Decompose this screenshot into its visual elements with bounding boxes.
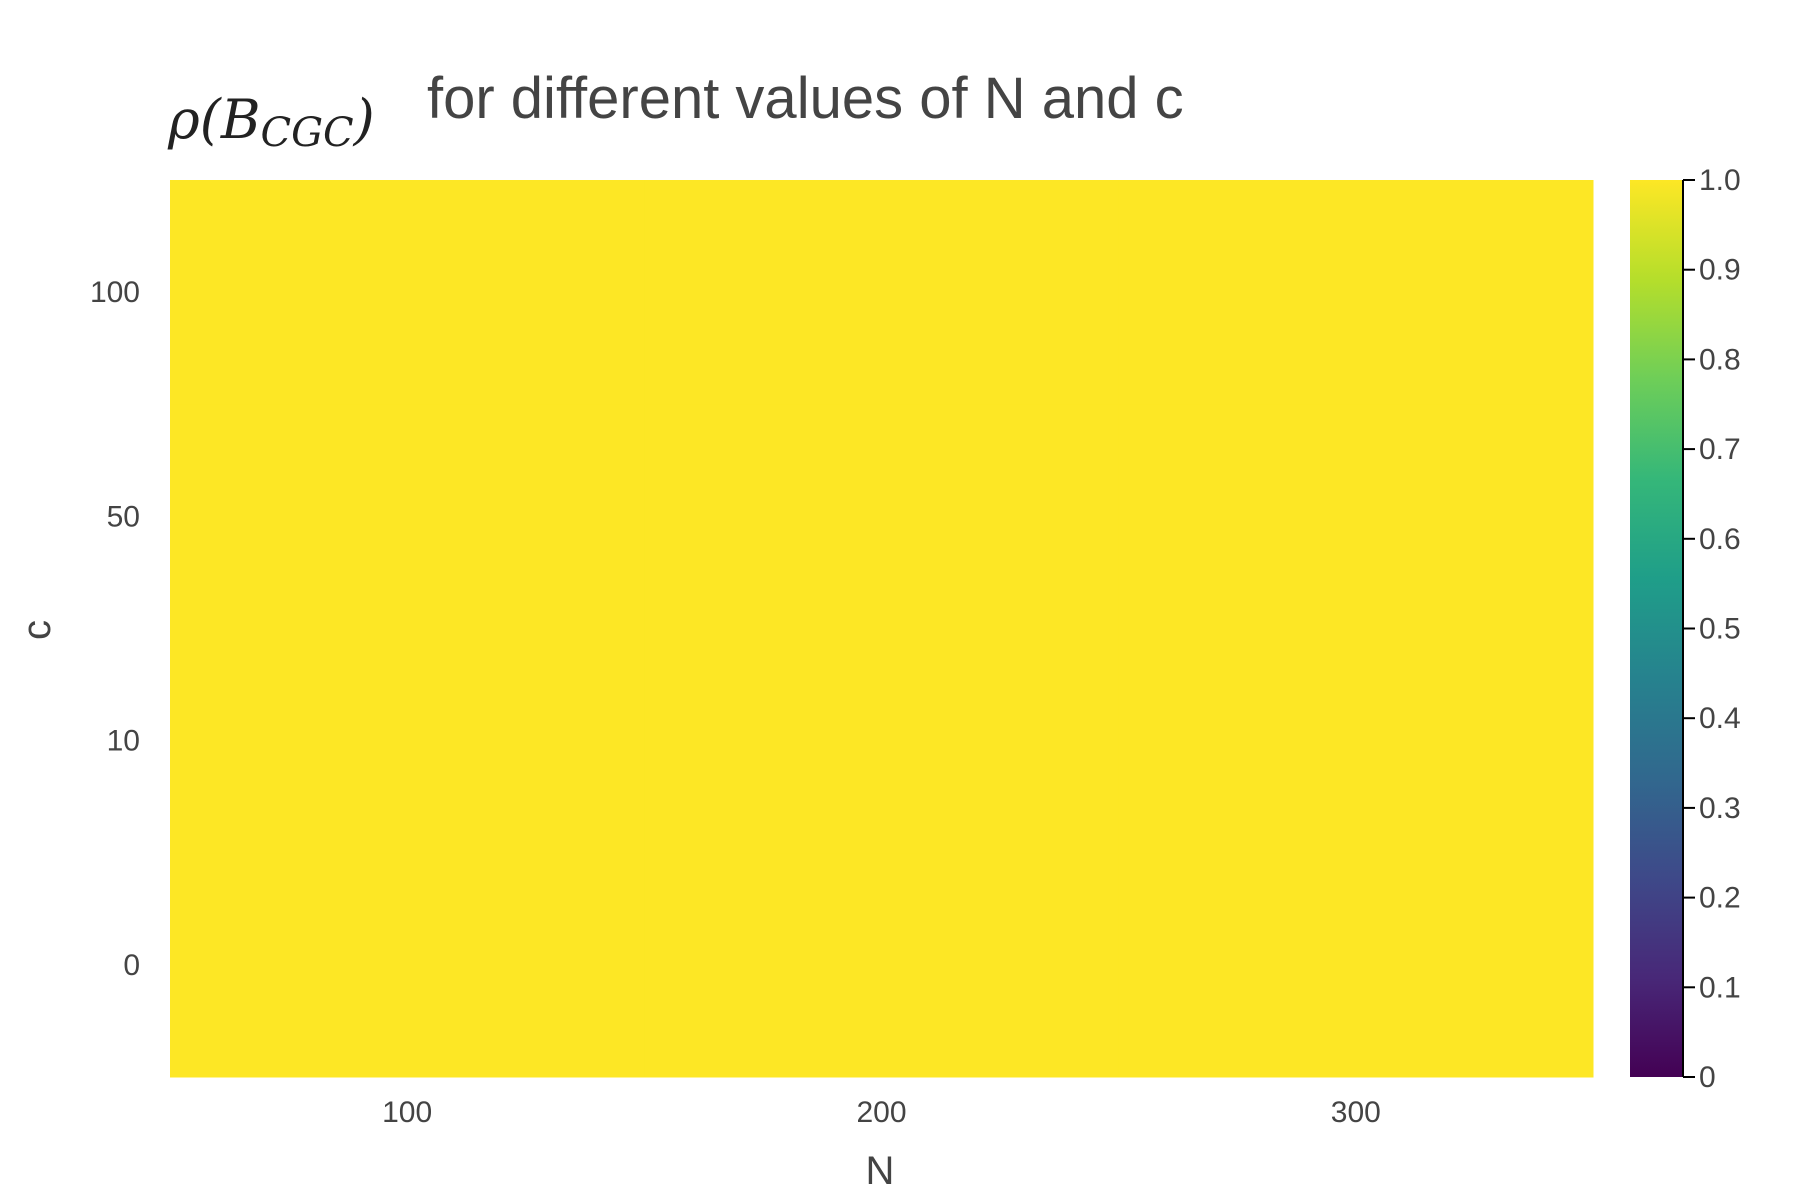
heatmap-cell — [644, 404, 1120, 629]
colorbar-tick-label: 0.5 — [1699, 613, 1741, 646]
heatmap-cell — [1118, 852, 1594, 1078]
colorbar-tick-label: 0 — [1699, 1061, 1716, 1094]
colorbar-tick-label: 1.0 — [1699, 164, 1741, 197]
heatmap-cell — [170, 852, 645, 1078]
heatmap-cell — [170, 404, 645, 629]
heatmap-cell — [170, 628, 645, 854]
x-tick-label: 300 — [1331, 1096, 1381, 1129]
heatmap-cells — [170, 180, 1594, 1078]
colorbar-tick-label: 0.4 — [1699, 702, 1741, 735]
heatmap-cell — [1118, 180, 1594, 405]
heatmap-cell — [644, 628, 1120, 854]
title-text: for different values of N and c — [427, 66, 1184, 131]
title-math-main: ρ(B — [167, 88, 261, 151]
heatmap-cell — [1118, 628, 1594, 854]
x-tick-labels: 100 200 300 — [382, 1096, 1381, 1129]
y-tick-label: 0 — [123, 949, 140, 982]
colorbar: 1.0 0.9 0.8 0.7 0.6 0.5 0.4 0.3 0.2 0.1 0 — [1630, 164, 1741, 1094]
colorbar-tick-label: 0.1 — [1699, 971, 1741, 1004]
y-tick-label: 100 — [90, 276, 140, 309]
y-tick-label: 50 — [107, 500, 140, 533]
x-tick-label: 100 — [382, 1096, 432, 1129]
colorbar-tick-label: 0.3 — [1699, 792, 1741, 825]
colorbar-tick-label: 0.7 — [1699, 433, 1741, 466]
y-axis-label: c — [15, 620, 59, 640]
heatmap-cell — [170, 180, 645, 405]
y-tick-label: 10 — [107, 725, 140, 758]
colorbar-gradient — [1630, 180, 1682, 1077]
x-axis-label: N — [866, 1149, 895, 1193]
colorbar-ticks: 1.0 0.9 0.8 0.7 0.6 0.5 0.4 0.3 0.2 0.1 0 — [1683, 164, 1741, 1094]
x-tick-label: 200 — [856, 1096, 906, 1129]
colorbar-tick-label: 0.8 — [1699, 343, 1741, 376]
title-math-close: ) — [353, 88, 375, 151]
heatmap-cell — [644, 852, 1120, 1078]
chart-title: ρ(BCGC) for different values of N and c — [167, 66, 1184, 156]
colorbar-tick-label: 0.9 — [1699, 254, 1741, 287]
heatmap-cell — [1118, 404, 1594, 629]
colorbar-tick-label: 0.6 — [1699, 523, 1741, 556]
colorbar-tick-label: 0.2 — [1699, 882, 1741, 915]
svg-text:ρ(BCGC): ρ(BCGC) — [167, 88, 375, 156]
title-math-sub: CGC — [261, 110, 354, 156]
heatmap-cell — [644, 180, 1120, 405]
